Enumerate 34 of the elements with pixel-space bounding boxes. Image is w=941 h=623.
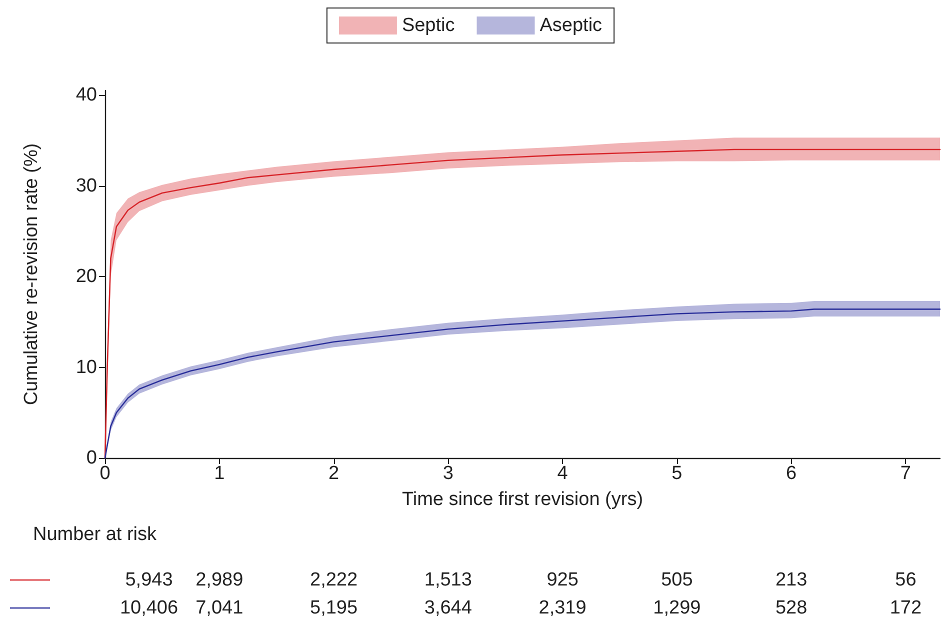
x-tick-label: 1 [214, 463, 225, 484]
text: 1,513 [424, 570, 472, 590]
text: 528 [775, 598, 808, 618]
y-tick-label: 30 [76, 175, 97, 196]
text: 3,644 [424, 598, 472, 618]
x-tick-label: 6 [786, 463, 797, 484]
y-axis-title: Cumulative re-revision rate (%) [21, 143, 42, 406]
text: 5,943 [125, 570, 173, 590]
text: 10,406 [120, 598, 178, 618]
text: 505 [661, 570, 693, 590]
text: 1,299 [653, 598, 701, 618]
text: 5,195 [310, 598, 358, 618]
x-tick-label: 7 [900, 463, 911, 484]
text: 172 [890, 598, 922, 618]
text: 2,222 [310, 570, 358, 590]
text: 2,989 [196, 570, 244, 590]
legend-label: Septic [402, 15, 455, 36]
y-tick-label: 40 [76, 84, 97, 106]
x-tick-label: 0 [100, 463, 110, 484]
x-axis-title: Time since first revision (yrs) [402, 489, 644, 510]
text: 7,041 [196, 598, 244, 618]
x-tick-label: 3 [442, 463, 454, 484]
text: Number at risk [33, 524, 158, 545]
y-tick-label: 20 [76, 266, 97, 288]
legend-label: Aseptic [540, 15, 602, 36]
text: 56 [895, 570, 916, 590]
x-tick-label: 5 [672, 463, 682, 484]
text: 2,319 [538, 598, 586, 618]
text: 925 [546, 570, 578, 590]
text: 213 [775, 570, 808, 590]
y-tick-label: 0 [86, 448, 97, 468]
x-tick-label: 2 [328, 463, 340, 484]
y-tick-label: 10 [76, 356, 97, 378]
x-tick-label: 4 [557, 463, 568, 484]
